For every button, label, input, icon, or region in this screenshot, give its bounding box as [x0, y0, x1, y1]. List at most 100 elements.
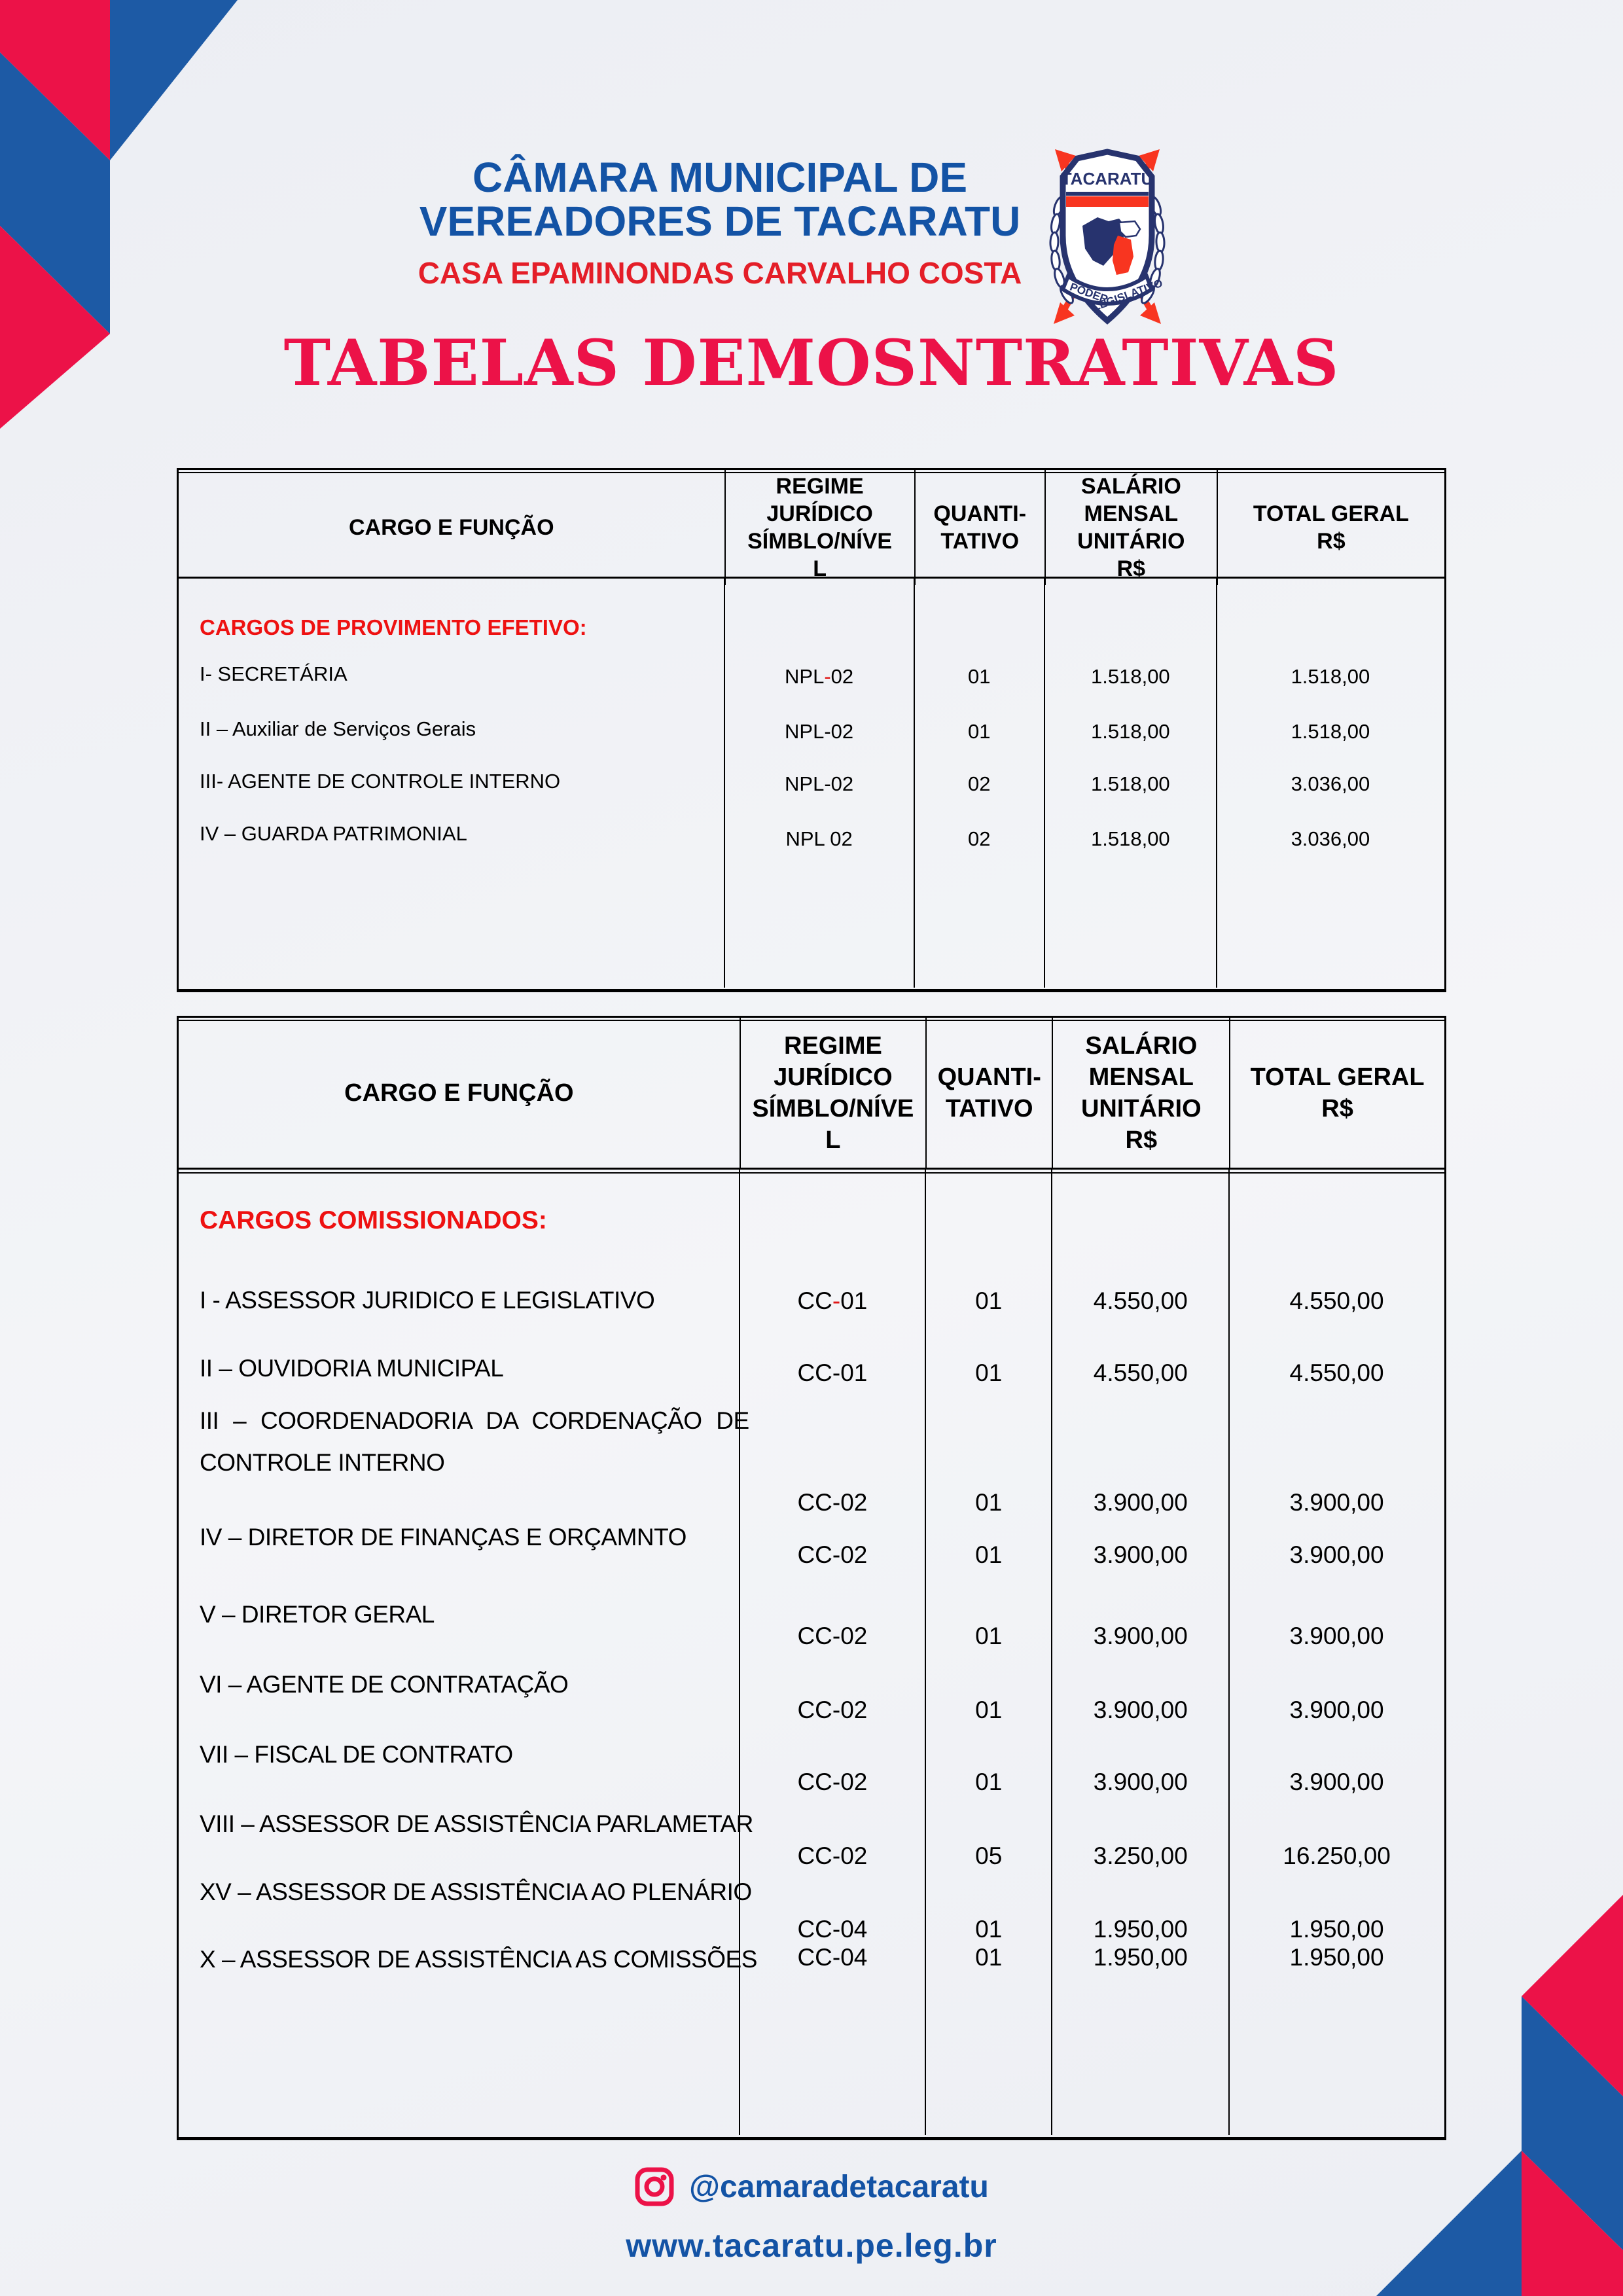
decor-blue-band	[1522, 1996, 1623, 2250]
quantity-value: 02	[967, 772, 991, 795]
section-heading: CARGOS DE PROVIMENTO EFETIVO:	[200, 615, 587, 639]
total-value: 3.900,00	[1289, 1768, 1384, 1795]
unit-salary-value: 4.550,00	[1093, 1359, 1188, 1386]
cargo-label: I- SECRETÁRIA	[200, 662, 348, 685]
row-values: NPL-02 01 1.518,00 1.518,00	[179, 665, 1444, 689]
red-hyphen: -	[832, 1287, 841, 1314]
decor-blue-band	[0, 52, 110, 334]
unit-salary-value: 4.550,00	[1093, 1287, 1188, 1314]
quantity-value: 01	[967, 720, 991, 743]
column-header: QUANTI- TATIVO	[925, 1018, 1052, 1168]
table-cargos-comissionados: CARGO E FUNÇÃO REGIME JURÍDICO SÍMBLO/NÍVE L…	[177, 1016, 1446, 2140]
column-header: CARGO E FUNÇÃO	[344, 1079, 574, 1107]
column-header: CARGO E FUNÇÃO	[348, 515, 554, 540]
footer-instagram-line: @camaradetacaratu	[0, 2166, 1623, 2215]
row-values: NPL 02 02 1.518,00 3.036,00	[179, 827, 1444, 851]
total-value: 4.550,00	[1289, 1287, 1384, 1314]
regime-value: CC-02	[797, 1489, 868, 1516]
column-header: TOTAL GERAL R$	[1216, 470, 1444, 585]
decor-red-top	[0, 0, 110, 160]
quantity-value: 01	[975, 1696, 1003, 1723]
quantity-value: 05	[975, 1842, 1003, 1869]
cargo-label: III- AGENTE DE CONTROLE INTERNO	[200, 770, 561, 793]
row-values: CC-02 01 3.900,00 3.900,00	[179, 1696, 1444, 1724]
spacer-cell	[179, 1287, 740, 1315]
row-values: CC-04 01 1.950,00 1.950,00	[179, 1916, 1444, 1943]
footer-website: www.tacaratu.pe.leg.br	[626, 2227, 997, 2264]
cargo-label: III – COORDENADORIA DA CORDENAÇÃO DE CONT…	[200, 1400, 749, 1484]
unit-salary-value: 1.518,00	[1091, 827, 1170, 850]
row-values: CC-04 01 1.950,00 1.950,00	[179, 1944, 1444, 1971]
red-hyphen: -	[824, 665, 831, 688]
regime-value: NPL-02	[785, 665, 854, 688]
total-value: 1.950,00	[1289, 1916, 1384, 1943]
regime-value: NPL 02	[785, 827, 853, 850]
spacer-cell	[179, 827, 724, 851]
cargo-label: II – OUVIDORIA MUNICIPAL	[200, 1355, 504, 1382]
unit-salary-value: 1.518,00	[1091, 772, 1170, 795]
quantity-value: 01	[975, 1489, 1003, 1516]
total-value: 3.900,00	[1289, 1541, 1384, 1568]
total-value: 1.518,00	[1291, 665, 1370, 688]
column-divider	[1051, 1170, 1053, 2135]
total-value: 3.036,00	[1291, 827, 1370, 850]
cargo-label: II – Auxiliar de Serviços Gerais	[200, 717, 476, 740]
org-title-line1: CÂMARA MUNICIPAL DE	[472, 154, 968, 201]
table-cargos-efetivos: CARGO E FUNÇÃO REGIME JURÍDICO SÍMBLO/NÍVE L…	[177, 468, 1446, 992]
column-header: REGIME JURÍDICO SÍMBLO/NÍVE L	[739, 1018, 925, 1168]
instagram-icon	[634, 2166, 675, 2207]
cargo-label: I - ASSESSOR JURIDICO E LEGISLATIVO	[200, 1287, 655, 1314]
column-header: QUANTI- TATIVO	[914, 470, 1044, 585]
row-values: CC-02 01 3.900,00 3.900,00	[179, 1489, 1444, 1516]
cargo-label: IV – DIRETOR DE FINANÇAS E ORÇAMNTO	[200, 1524, 687, 1551]
regime-value: CC-04	[797, 1944, 868, 1971]
unit-salary-value: 1.950,00	[1093, 1916, 1188, 1943]
regime-value: CC-02	[797, 1623, 868, 1649]
regime-value: CC-02	[797, 1842, 868, 1869]
table-header-row: CARGO E FUNÇÃO REGIME JURÍDICO SÍMBLO/NÍVE L…	[179, 470, 1444, 585]
instagram-handle: @camaradetacaratu	[689, 2169, 989, 2204]
quantity-value: 01	[967, 665, 991, 688]
column-divider	[1043, 579, 1045, 988]
total-value: 3.036,00	[1291, 772, 1370, 795]
regime-value: NPL-02	[785, 772, 854, 795]
quantity-value: 02	[967, 827, 991, 850]
regime-value: CC-04	[797, 1916, 868, 1943]
cargo-label: VI – AGENTE DE CONTRATAÇÃO	[200, 1671, 569, 1698]
org-subtitle: CASA EPAMINONDAS CARVALHO COSTA	[418, 256, 1022, 290]
column-header: REGIME JURÍDICO SÍMBLO/NÍVE L	[724, 470, 914, 585]
cargo-label: VIII – ASSESSOR DE ASSISTÊNCIA PARLAMETA…	[200, 1810, 753, 1837]
row-values: NPL-02 02 1.518,00 3.036,00	[179, 772, 1444, 796]
regime-value: CC-02	[797, 1768, 868, 1795]
column-divider	[738, 1170, 740, 2135]
row-values: CC-01 01 4.550,00 4.550,00	[179, 1359, 1444, 1387]
regime-value: CC-01	[797, 1359, 868, 1386]
corner-decoration-bottom-right	[1374, 1864, 1623, 2296]
quantity-value: 01	[975, 1623, 1003, 1649]
regime-value: CC-01	[797, 1287, 868, 1314]
crest-banner-text: TACARATU	[1061, 169, 1154, 188]
row-values: CC-02 01 3.900,00 3.900,00	[179, 1768, 1444, 1796]
spacer-cell	[179, 665, 724, 689]
regime-value: CC-02	[797, 1541, 868, 1568]
column-divider	[1215, 579, 1217, 988]
spacer-cell	[179, 720, 724, 744]
cargo-label: IV – GUARDA PATRIMONIAL	[200, 822, 467, 845]
unit-salary-value: 1.518,00	[1091, 720, 1170, 743]
total-value: 3.900,00	[1289, 1623, 1384, 1649]
quantity-value: 01	[975, 1359, 1003, 1386]
spacer-cell	[179, 1944, 740, 1971]
unit-salary-value: 3.900,00	[1093, 1541, 1188, 1568]
column-divider	[925, 1170, 927, 2135]
table-body: CARGOS DE PROVIMENTO EFETIVO: I- SECRETÁR…	[179, 579, 1444, 988]
cargo-label: XV – ASSESSOR DE ASSISTÊNCIA AO PLENÁRIO	[200, 1878, 752, 1905]
row-values: CC-02 01 3.900,00 3.900,00	[179, 1541, 1444, 1569]
total-value: 4.550,00	[1289, 1359, 1384, 1386]
spacer-cell	[179, 1623, 740, 1650]
spacer-cell	[179, 1696, 740, 1724]
column-divider	[913, 579, 915, 988]
spacer-cell	[179, 772, 724, 796]
cargo-label: V – DIRETOR GERAL	[200, 1601, 435, 1628]
column-divider	[1228, 1170, 1230, 2135]
cargo-label: X – ASSESSOR DE ASSISTÊNCIA AS COMISSÕES	[200, 1946, 757, 1973]
